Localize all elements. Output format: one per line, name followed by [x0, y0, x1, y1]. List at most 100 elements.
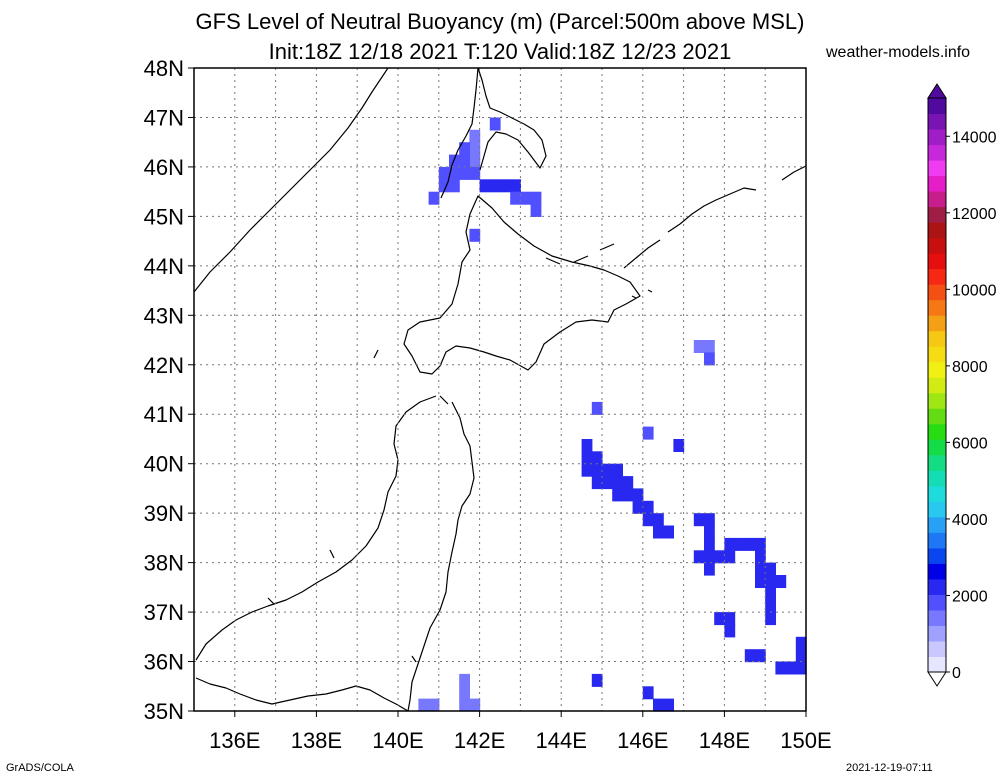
lnb-cell	[459, 698, 470, 712]
lnb-cell	[591, 451, 603, 465]
lnb-cell	[785, 661, 797, 675]
lat-label: 47N	[144, 105, 184, 130]
colorbar-swatch	[928, 408, 946, 425]
colorbar-swatch	[928, 330, 946, 347]
lnb-cell	[459, 154, 470, 168]
lnb-cell	[765, 575, 776, 588]
lat-label: 38N	[144, 551, 184, 576]
colorbar-swatch	[928, 361, 946, 378]
colorbar-swatch	[928, 346, 946, 363]
lnb-cell	[704, 340, 715, 353]
lnb-cell	[724, 612, 736, 626]
colorbar	[927, 83, 947, 687]
colorbar-swatch	[928, 609, 946, 626]
chart-subtitle: Init:18Z 12/18 2021 T:120 Valid:18Z 12/2…	[268, 39, 732, 64]
colorbar-label: 8000	[952, 359, 988, 376]
colorbar-label: 6000	[952, 435, 988, 452]
colorbar-swatch	[928, 175, 946, 192]
lnb-cell	[632, 500, 644, 514]
lnb-cell	[653, 698, 664, 712]
colorbar-swatch	[928, 315, 946, 332]
lnb-cell	[765, 612, 776, 626]
colorbar-min-triangle	[927, 671, 947, 687]
timestamp-label: 2021-12-19-07:11	[846, 762, 933, 774]
lnb-cell	[581, 463, 593, 477]
lon-label: 138E	[291, 728, 342, 753]
lnb-cell	[693, 550, 705, 564]
lnb-cell	[775, 661, 787, 675]
lnb-cell	[510, 191, 521, 205]
lnb-cell	[469, 129, 481, 143]
lnb-cell	[653, 513, 664, 527]
lnb-cell	[765, 587, 776, 601]
colorbar-swatch	[928, 392, 946, 409]
lnb-cell	[663, 698, 674, 712]
lnb-cell	[459, 142, 470, 156]
lnb-cell	[765, 599, 776, 613]
lnb-cell	[642, 426, 654, 440]
colorbar-swatch	[928, 532, 946, 549]
colorbar-swatch	[928, 98, 946, 115]
lnb-cell	[755, 550, 766, 564]
lat-label: 44N	[144, 254, 184, 279]
colorbar-labels: 14000 12000 10000 8000 6000 4000 2000 0	[946, 129, 997, 682]
colorbar-swatch	[928, 253, 946, 270]
lon-label: 142E	[454, 728, 505, 753]
lnb-cell	[755, 562, 766, 576]
lon-label: 146E	[617, 728, 668, 753]
lon-label: 140E	[372, 728, 423, 753]
lnb-cell	[489, 117, 501, 131]
lat-label: 35N	[144, 699, 184, 724]
colorbar-swatch	[928, 501, 946, 518]
colorbar-swatch	[928, 563, 946, 580]
lnb-cell	[704, 537, 715, 551]
lnb-cell	[765, 562, 776, 576]
colorbar-label: 10000	[952, 282, 997, 299]
colorbar-swatch	[928, 423, 946, 440]
lat-label: 46N	[144, 155, 184, 180]
lnb-cell	[591, 401, 603, 415]
coastline-honshu-west	[195, 395, 437, 661]
lnb-cell	[622, 476, 634, 490]
lnb-cell	[795, 636, 807, 650]
coastline-hokkaido	[403, 195, 641, 375]
lat-label: 41N	[144, 402, 184, 427]
lat-label: 39N	[144, 501, 184, 526]
lnb-cell	[428, 191, 440, 205]
coastline-honshu-east	[407, 401, 475, 712]
colorbar-swatch	[928, 485, 946, 502]
lnb-cell	[704, 513, 715, 527]
lnb-cell	[704, 562, 715, 576]
lnb-cell	[632, 488, 644, 502]
lnb-cell	[734, 537, 746, 551]
colorbar-swatch	[928, 191, 946, 208]
lat-label: 43N	[144, 303, 184, 328]
lnb-cell	[500, 179, 511, 193]
lnb-cells	[418, 117, 807, 712]
lon-label: 144E	[536, 728, 587, 753]
colorbar-label: 0	[952, 665, 961, 682]
lnb-cell	[673, 439, 685, 452]
colorbar-swatch	[928, 594, 946, 611]
lnb-cell	[704, 550, 715, 564]
lnb-cell	[704, 525, 715, 539]
lnb-cell	[581, 451, 593, 465]
colorbar-label: 4000	[952, 512, 988, 529]
coastline-kurils	[545, 165, 807, 269]
lnb-cell	[755, 537, 766, 551]
colorbar-label: 12000	[952, 206, 997, 223]
lnb-cell	[418, 698, 430, 712]
colorbar-label: 2000	[952, 588, 988, 605]
colorbar-swatch	[928, 578, 946, 595]
colorbar-swatch	[928, 656, 946, 673]
lnb-cell	[510, 179, 521, 193]
colorbar-swatch	[928, 206, 946, 223]
lnb-cell	[622, 488, 634, 502]
colorbar-swatch	[928, 284, 946, 301]
lnb-cell	[795, 649, 807, 663]
colorbar-swatch	[928, 439, 946, 456]
lnb-cell	[693, 513, 705, 527]
lnb-cell	[489, 179, 501, 193]
lnb-cell	[428, 698, 440, 712]
